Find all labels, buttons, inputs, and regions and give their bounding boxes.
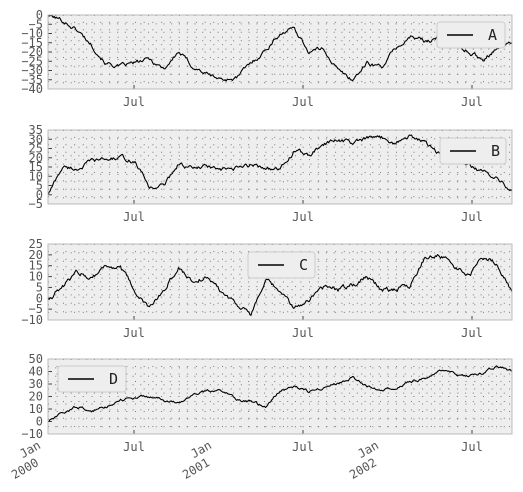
x-tick-label: Jul bbox=[292, 440, 314, 454]
legend: D bbox=[57, 365, 127, 393]
y-tick-label: −10 bbox=[21, 313, 43, 327]
subplot-1: 0−5−10−15−20−25−30−35−40 Jul Jul Jul A bbox=[21, 8, 513, 109]
y-tick-label: 5 bbox=[36, 280, 43, 294]
y-tick-label: −5 bbox=[29, 17, 43, 31]
plot-frame bbox=[47, 14, 513, 90]
x-tick-label: Jul bbox=[461, 326, 483, 340]
plot-frame bbox=[47, 129, 513, 205]
y-tick-label: 35 bbox=[29, 123, 43, 137]
y-tick-label: 0 bbox=[36, 291, 43, 305]
x-tick-label: Jul bbox=[461, 95, 483, 109]
legend: B bbox=[439, 137, 507, 165]
x-tick-label: Jul bbox=[123, 326, 145, 340]
y-tick-label: 50 bbox=[29, 352, 43, 366]
y-tick-label: −40 bbox=[21, 82, 43, 96]
y-tick-label: 10 bbox=[29, 270, 43, 284]
y-tick-label: 30 bbox=[29, 132, 43, 146]
series-line-D bbox=[47, 365, 513, 423]
x-tick-label: Jul bbox=[461, 440, 483, 454]
plot-frame bbox=[47, 358, 513, 435]
y-tick-label: 15 bbox=[29, 259, 43, 273]
y-tick-label: 20 bbox=[29, 248, 43, 262]
legend: C bbox=[247, 251, 316, 279]
y-tick-label: 20 bbox=[29, 390, 43, 404]
x-tick-label: Jul bbox=[123, 210, 145, 224]
series-line-A bbox=[47, 14, 513, 82]
plot-frame bbox=[47, 243, 513, 321]
legend-label: A bbox=[488, 26, 497, 44]
plot-area bbox=[48, 130, 512, 204]
y-tick-label: −15 bbox=[21, 36, 43, 50]
y-tick-label: 10 bbox=[29, 169, 43, 183]
series-line-B bbox=[47, 134, 513, 195]
y-tick-label: −35 bbox=[21, 73, 43, 87]
y-tick-label: −5 bbox=[29, 197, 43, 211]
x-tick-label: Jul bbox=[292, 95, 314, 109]
plot-area bbox=[48, 15, 512, 89]
y-tick-label: −25 bbox=[21, 54, 43, 68]
y-tick-label: 30 bbox=[29, 377, 43, 391]
legend-label: D bbox=[109, 370, 118, 388]
y-tick-label: −20 bbox=[21, 45, 43, 59]
y-tick-label: 0 bbox=[36, 188, 43, 202]
legend-label: B bbox=[491, 142, 500, 160]
y-tick-label: 10 bbox=[29, 402, 43, 416]
legend: A bbox=[436, 21, 506, 49]
y-tick-label: −10 bbox=[21, 427, 43, 441]
series-line-C bbox=[47, 254, 513, 316]
y-tick-label: −30 bbox=[21, 64, 43, 78]
x-tick-label: Jul bbox=[123, 440, 145, 454]
y-tick-label: 15 bbox=[29, 160, 43, 174]
x-tick-label: Jul bbox=[461, 210, 483, 224]
y-tick-label: 20 bbox=[29, 151, 43, 165]
y-tick-label: 0 bbox=[36, 8, 43, 22]
legend-label: C bbox=[299, 256, 308, 274]
x-tick-label: Jul bbox=[292, 210, 314, 224]
y-tick-label: 5 bbox=[36, 179, 43, 193]
y-tick-label: 40 bbox=[29, 365, 43, 379]
y-tick-label: −5 bbox=[29, 302, 43, 316]
y-tick-label: 0 bbox=[36, 415, 43, 429]
y-tick-label: 25 bbox=[29, 142, 43, 156]
y-tick-label: 25 bbox=[29, 237, 43, 251]
y-tick-label: −10 bbox=[21, 27, 43, 41]
x-tick-label: Jul bbox=[123, 95, 145, 109]
x-tick-label: Jul bbox=[292, 326, 314, 340]
